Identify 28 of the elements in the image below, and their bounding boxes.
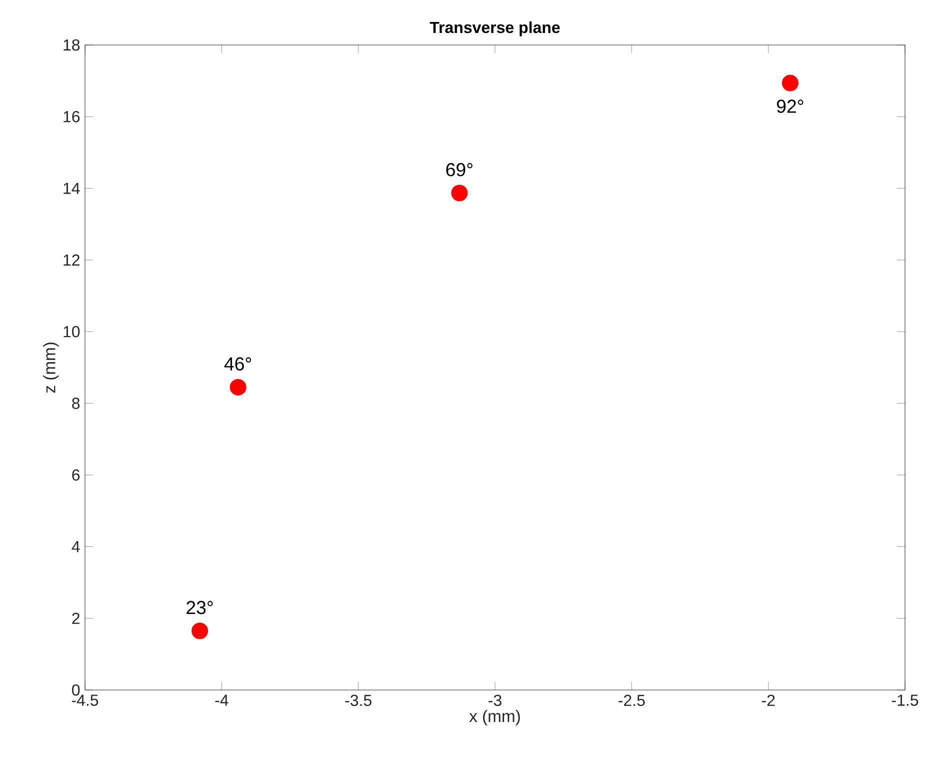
x-tick-label: -2 — [762, 694, 775, 706]
x-tick-label: -3 — [488, 694, 502, 706]
y-tick-label: 4 — [72, 541, 80, 552]
y-tick-label: 6 — [72, 469, 80, 481]
annotation: 69° — [446, 163, 472, 176]
x-tick-label: -1.5 — [892, 694, 918, 706]
y-tick-label: 18 — [64, 39, 80, 51]
x-tick-label: -4.5 — [72, 694, 98, 706]
point — [451, 184, 468, 202]
y-tick-label: 16 — [64, 111, 80, 122]
point — [192, 622, 208, 640]
y-axis-title: z (mm) — [43, 342, 59, 393]
x-axis-title: x (mm) — [469, 710, 520, 726]
y-tick-label: 14 — [64, 182, 80, 194]
point — [782, 74, 798, 92]
x-tick-label: -3.5 — [345, 694, 372, 706]
x-tick-label: -2.5 — [618, 694, 645, 706]
y-tick-label: 12 — [64, 254, 80, 266]
chart-title: Transverse plane — [430, 21, 560, 36]
y-tick-label: 2 — [72, 612, 80, 624]
y-tick-label: 10 — [64, 326, 80, 338]
point — [230, 378, 246, 396]
y-tick-label: 0 — [72, 684, 80, 696]
y-tick-label: 8 — [72, 398, 80, 409]
annotation: 92° — [776, 100, 804, 113]
annotation: 46° — [224, 357, 252, 370]
x-tick-label: -4 — [215, 694, 228, 706]
annotation: 23° — [186, 600, 213, 614]
